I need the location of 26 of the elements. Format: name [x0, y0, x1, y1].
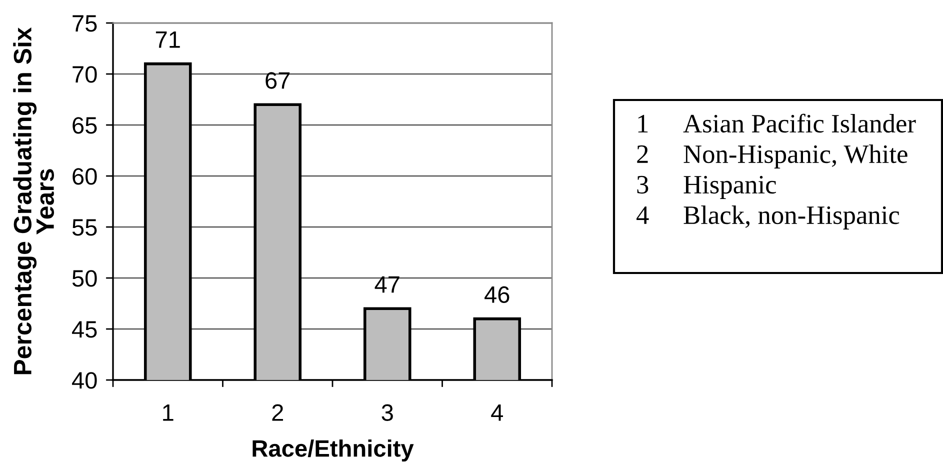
data-label: 67	[266, 72, 290, 89]
y-tick-label: 75	[72, 15, 97, 32]
y-tick-label: 50	[72, 270, 97, 287]
data-label: 46	[484, 286, 510, 304]
y-axis-title: Percentage Graduating in Six Years	[13, 27, 54, 374]
x-tick-label: 3	[382, 404, 393, 421]
category-label: 2	[637, 145, 648, 163]
category-label: 3	[637, 176, 648, 194]
text: Non-Hispanic, White	[684, 144, 908, 168]
text: Black, non-Hispanic	[684, 206, 900, 230]
y-tick-label: 60	[72, 168, 97, 185]
x-axis-title: Race/Ethnicity	[252, 440, 414, 462]
y-tick-label: 40	[72, 372, 97, 389]
data-label: 47	[374, 276, 400, 293]
y-tick-label: 65	[72, 117, 97, 134]
text: Asian Pacific Islander	[683, 114, 916, 133]
text: Hispanic	[684, 176, 776, 199]
y-tick-label: 55	[72, 219, 97, 236]
x-tick-label: 2	[272, 404, 284, 421]
y-tick-label: 70	[72, 66, 97, 83]
x-tick-label: 1	[163, 404, 174, 421]
category-label: 1	[638, 114, 648, 132]
category-label: 4	[636, 206, 649, 224]
y-tick-label: 45	[72, 321, 97, 338]
data-label: 71	[156, 32, 180, 48]
x-tick-label: 4	[491, 404, 503, 421]
